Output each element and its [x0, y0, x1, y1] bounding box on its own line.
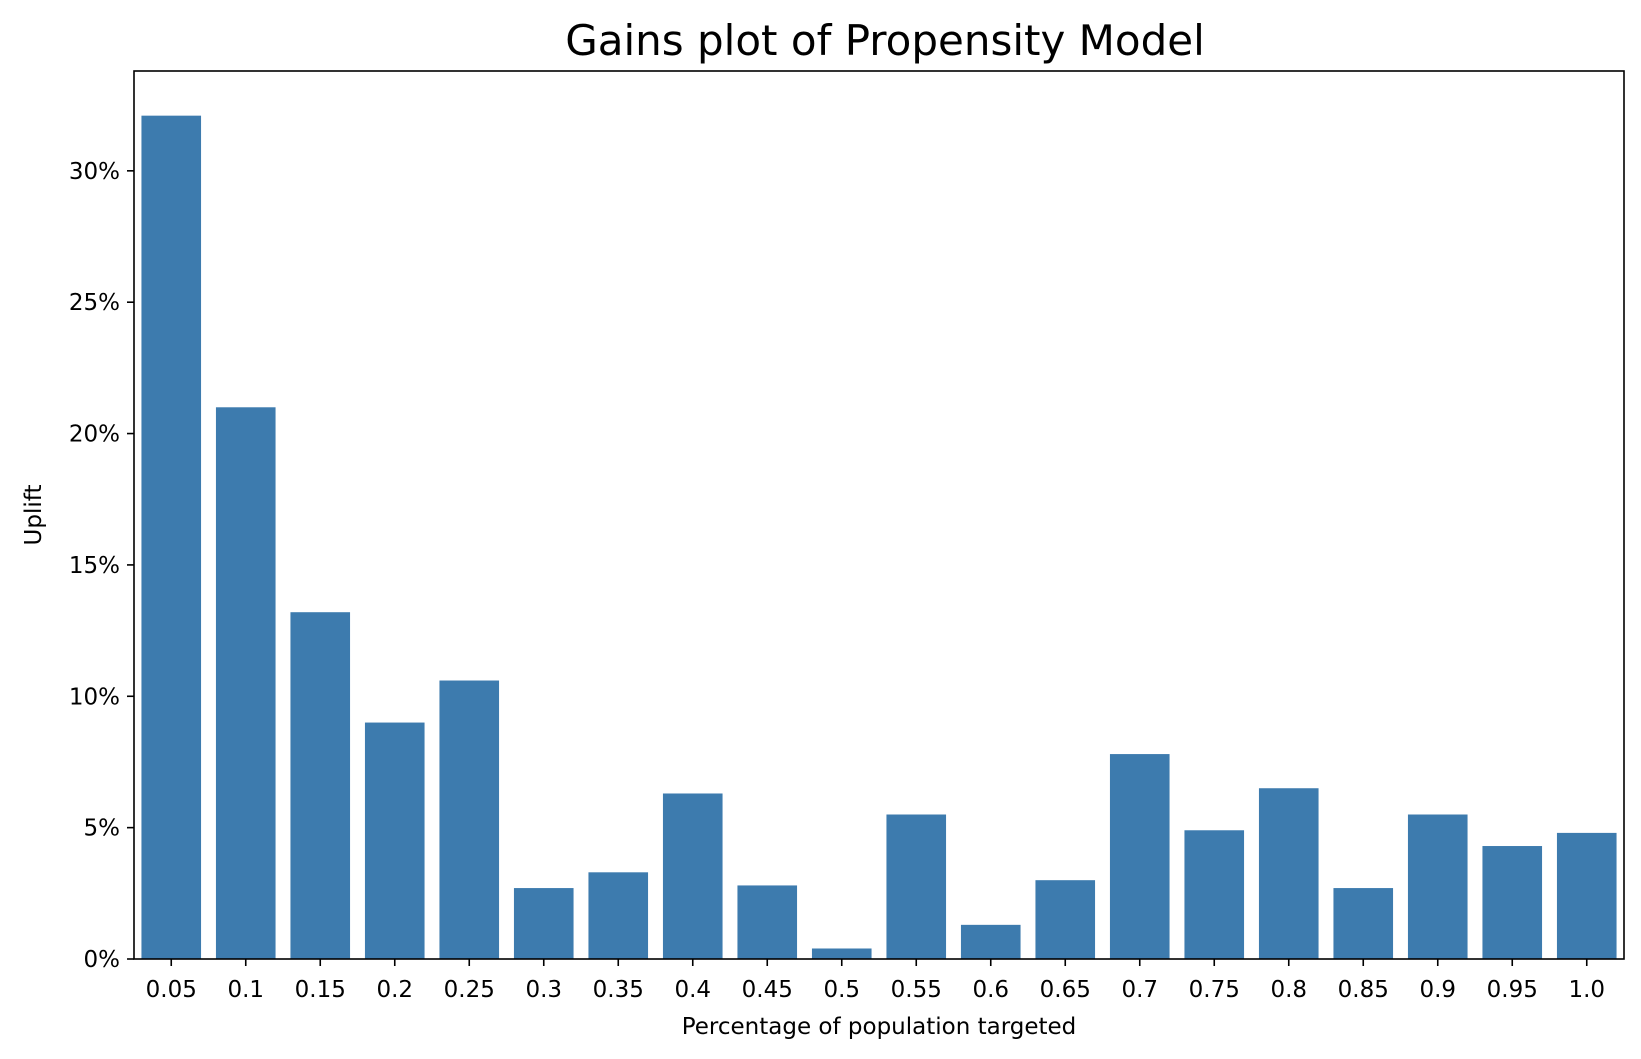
- x-tick-label: 0.25: [444, 977, 495, 1003]
- x-tick-label: 1.0: [1568, 977, 1605, 1003]
- bar-0.25: [439, 680, 500, 959]
- bar-0.35: [588, 872, 649, 959]
- x-tick-label: 0.75: [1189, 977, 1240, 1003]
- bar-0.55: [886, 814, 947, 959]
- y-tick-label: 5%: [84, 816, 121, 842]
- y-tick-label: 20%: [69, 422, 120, 448]
- x-tick-label: 0.5: [823, 977, 860, 1003]
- bar-0.15: [290, 612, 351, 959]
- y-tick-label: 15%: [69, 553, 120, 579]
- bar-0.6: [960, 924, 1021, 959]
- x-tick-label: 0.8: [1270, 977, 1307, 1003]
- x-tick-label: 0.95: [1487, 977, 1538, 1003]
- y-tick-label: 10%: [69, 684, 120, 710]
- bar-1.0: [1556, 832, 1617, 959]
- bar-0.3: [513, 888, 574, 959]
- y-tick-label: 30%: [69, 159, 120, 185]
- x-tick-label: 0.05: [146, 977, 197, 1003]
- bar-0.2: [364, 722, 425, 959]
- bar-0.4: [662, 793, 723, 959]
- x-tick-label: 0.45: [742, 977, 793, 1003]
- chart-title: Gains plot of Propensity Model: [565, 16, 1205, 65]
- bar-0.5: [811, 948, 872, 959]
- plot-frame: [133, 70, 1625, 960]
- y-tick-label: 25%: [69, 290, 120, 316]
- y-tick-label: 0%: [84, 947, 121, 973]
- x-tick-label: 0.35: [593, 977, 644, 1003]
- bar-0.05: [141, 115, 202, 959]
- bars-group: [141, 115, 1617, 959]
- x-tick-label: 0.1: [227, 977, 264, 1003]
- x-tick-label: 0.7: [1121, 977, 1158, 1003]
- x-tick-label: 0.6: [972, 977, 1009, 1003]
- x-tick-label: 0.15: [295, 977, 346, 1003]
- bar-0.65: [1035, 880, 1096, 959]
- x-axis-ticks: 0.05 0.1 0.15 0.2 0.25 0.3 0.35 0.4 0.45 0.5 0.55 0…: [146, 959, 1605, 1003]
- bar-0.95: [1482, 846, 1543, 959]
- bar-0.9: [1407, 814, 1468, 959]
- x-tick-label: 0.55: [891, 977, 942, 1003]
- x-tick-label: 0.2: [376, 977, 413, 1003]
- bar-0.45: [737, 885, 798, 959]
- bar-0.1: [215, 407, 276, 959]
- bar-0.7: [1109, 754, 1170, 959]
- y-axis-ticks: 0% 5% 10% 15% 20% 25% 30%: [69, 159, 134, 973]
- x-tick-label: 0.9: [1419, 977, 1456, 1003]
- bar-0.8: [1258, 788, 1319, 959]
- x-tick-label: 0.4: [674, 977, 711, 1003]
- x-tick-label: 0.85: [1338, 977, 1389, 1003]
- x-tick-label: 0.65: [1040, 977, 1091, 1003]
- x-axis-label: Percentage of population targeted: [682, 1014, 1077, 1040]
- bar-0.75: [1184, 830, 1245, 959]
- y-axis-label: Uplift: [21, 485, 47, 546]
- x-tick-label: 0.3: [525, 977, 562, 1003]
- bar-0.85: [1333, 888, 1394, 959]
